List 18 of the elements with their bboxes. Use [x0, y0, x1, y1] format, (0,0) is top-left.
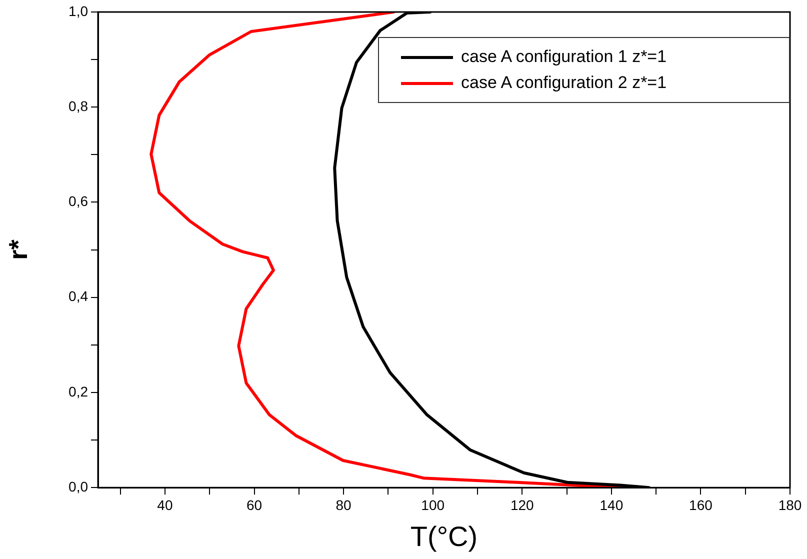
y-tick-label: 0,8 — [68, 98, 88, 114]
x-tick-label: 180 — [778, 496, 802, 513]
x-tick-label: 140 — [600, 496, 624, 513]
legend-label: case A configuration 1 z*=1 — [461, 46, 667, 68]
y-tick-label: 0,0 — [68, 478, 88, 494]
y-tick-label: 0,4 — [68, 288, 88, 304]
x-tick-label: 40 — [157, 496, 173, 513]
x-tick-label: 100 — [421, 496, 445, 513]
x-axis-title: T(°C) — [410, 520, 478, 552]
y-axis-title: r* — [2, 238, 33, 260]
x-tick-label: 120 — [510, 496, 534, 513]
legend-label: case A configuration 2 z*=1 — [461, 72, 667, 94]
x-tick-label: 160 — [689, 496, 713, 513]
y-tick-label: 0,6 — [68, 193, 88, 210]
x-tick-label: 80 — [336, 496, 352, 513]
x-tick-label: 60 — [246, 496, 262, 513]
y-tick-label: 1,0 — [68, 2, 88, 19]
y-tick-label: 0,2 — [68, 383, 88, 400]
